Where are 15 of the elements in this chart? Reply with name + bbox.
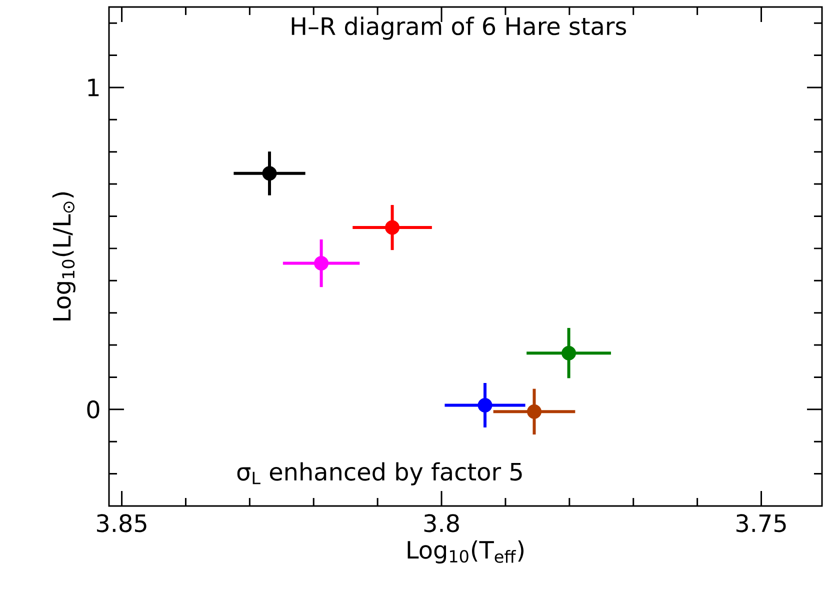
annotation: σ$_{L}$ enhanced by factor 5 [237, 462, 522, 486]
y-tick-label: 1 [88, 78, 99, 96]
point [526, 404, 542, 419]
point [262, 166, 277, 181]
point [314, 256, 329, 270]
y-axis-title: Log$_{10}$(L/L$_{⊙}$) [52, 192, 76, 320]
point [478, 398, 492, 412]
point [385, 220, 400, 235]
point [562, 346, 576, 360]
x-tick-label: 3.75 [736, 514, 786, 532]
x-tick-label: 3.85 [97, 514, 146, 532]
x-axis-title: Log$_{10}$(T$_{eff}$) [408, 540, 524, 564]
chart-title: H–R diagram of 6 Hare stars [292, 16, 626, 40]
y-tick-label: 0 [87, 400, 100, 418]
x-tick-label: 3.8 [424, 514, 459, 532]
